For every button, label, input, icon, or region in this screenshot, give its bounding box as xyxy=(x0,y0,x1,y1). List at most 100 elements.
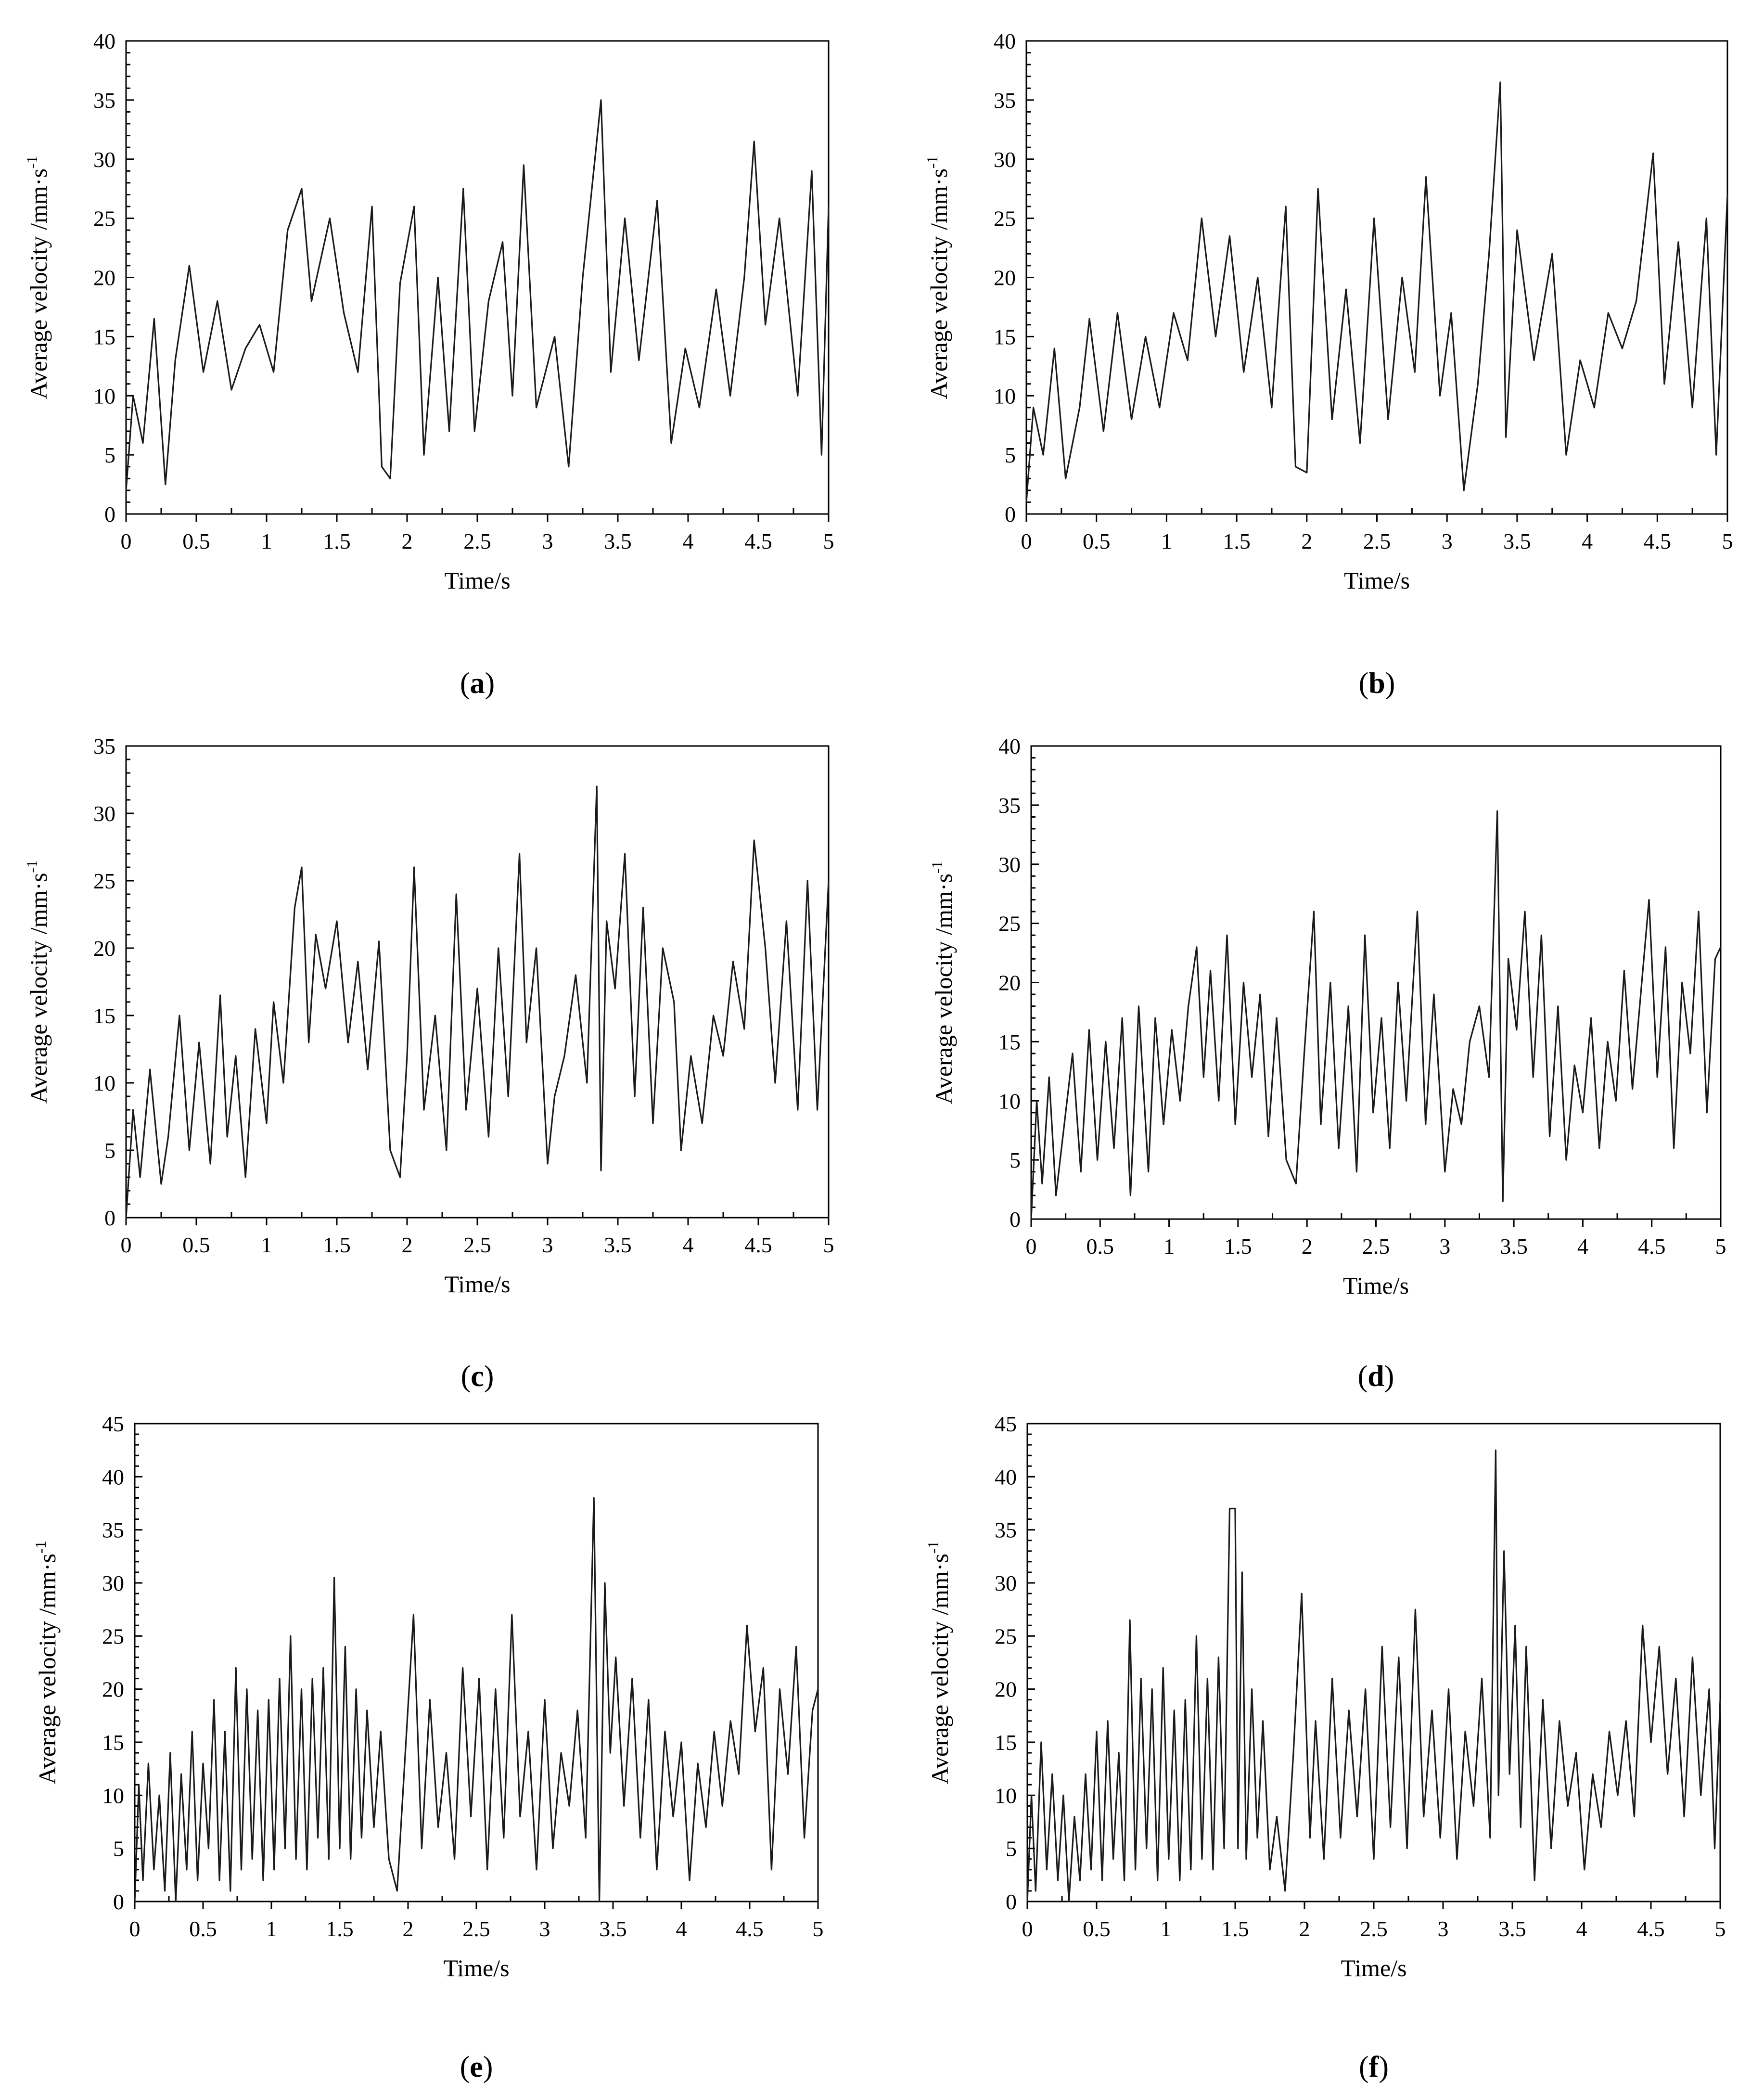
y-tick-label: 20 xyxy=(998,971,1021,995)
x-tick-label: 5 xyxy=(1715,1234,1726,1259)
y-axis-title-text: Average velocity /mm·s xyxy=(930,874,957,1104)
panel-label-letter: b xyxy=(1368,667,1385,700)
y-tick-label: 5 xyxy=(1005,443,1016,467)
x-tick-label: 1.5 xyxy=(1223,529,1251,553)
panel-label: (f) xyxy=(1359,2051,1389,2083)
x-tick-label: 1.5 xyxy=(1224,1234,1252,1259)
y-axis-title-superscript: -1 xyxy=(923,155,941,168)
y-tick-label: 20 xyxy=(102,1677,124,1702)
panel-label-open: ( xyxy=(1359,2051,1369,2083)
x-tick-label: 4.5 xyxy=(744,529,772,553)
x-tick-label: 2.5 xyxy=(1360,1916,1388,1941)
x-tick-label: 1 xyxy=(266,1916,277,1941)
series-line-1 xyxy=(1026,1449,1721,1902)
y-tick-label: 30 xyxy=(995,1571,1017,1595)
y-axis-title-text: Average velocity /mm·s xyxy=(25,873,52,1104)
x-tick-label: 5 xyxy=(823,529,834,553)
chart-panel-1: 0 0.5 1 1.5 2 2.5 3 3.5 4 4.5 5 0 5 10 15 20 25 30 35 40 Tim… xyxy=(23,29,834,700)
panel-label-open: ( xyxy=(460,667,470,700)
y-axis-title-text: Average velocity /mm·s xyxy=(25,168,52,399)
panel-label: (d) xyxy=(1358,1360,1394,1393)
x-tick-label: 4.5 xyxy=(1638,1234,1666,1259)
y-tick-label: 20 xyxy=(93,936,115,961)
series-line-1 xyxy=(134,1497,819,1902)
series-line-1 xyxy=(125,99,830,491)
x-tick-label: 1.5 xyxy=(326,1916,354,1941)
panel-label-letter: a xyxy=(470,667,485,700)
x-tick-label: 2.5 xyxy=(462,1916,490,1941)
y-tick-label: 25 xyxy=(102,1624,124,1648)
panel-label-letter: e xyxy=(470,2051,483,2083)
y-tick-label: 5 xyxy=(104,443,115,467)
panel-label-letter: d xyxy=(1368,1360,1384,1393)
panel-label-open: ( xyxy=(1359,667,1369,700)
panel-label-open: ( xyxy=(461,1360,471,1393)
y-tick-label: 0 xyxy=(1006,1889,1017,1914)
y-tick-label: 5 xyxy=(113,1837,124,1861)
x-tick-label: 0.5 xyxy=(1083,529,1111,553)
y-axis-title-text: Average velocity /mm·s xyxy=(926,1554,953,1784)
y-tick-label: 5 xyxy=(1010,1148,1021,1172)
y-tick-label: 30 xyxy=(994,147,1016,172)
y-tick-label: 30 xyxy=(93,801,115,826)
x-tick-label: 4 xyxy=(683,529,694,553)
y-tick-label: 10 xyxy=(998,1089,1021,1113)
x-tick-label: 1 xyxy=(1161,1916,1172,1941)
x-tick-label: 1 xyxy=(1161,529,1172,553)
x-tick-label: 0.5 xyxy=(189,1916,217,1941)
y-tick-label: 15 xyxy=(995,1730,1017,1755)
x-tick-label: 4 xyxy=(1576,1916,1587,1941)
chart-panel-5: 0 0.5 1 1.5 2 2.5 3 3.5 4 4.5 5 0 5 10 15 20 25 30 35 40 45 T… xyxy=(32,1412,824,2083)
x-tick-label: 4 xyxy=(676,1916,687,1941)
y-tick-label: 5 xyxy=(1006,1837,1017,1861)
x-tick-label: 0 xyxy=(1026,1234,1037,1259)
chart-panel-4: 0 0.5 1 1.5 2 2.5 3 3.5 4 4.5 5 0 5 10 15 20 25 30 35 40 Tim… xyxy=(928,734,1726,1393)
x-tick-label: 4 xyxy=(683,1233,694,1257)
panel-label-close: ) xyxy=(1384,1360,1394,1393)
y-axis-title-superscript: -1 xyxy=(23,860,40,873)
x-tick-label: 1.5 xyxy=(1221,1916,1249,1941)
plot-frame xyxy=(1025,40,1728,515)
panel-label-close: ) xyxy=(485,667,495,700)
x-tick-label: 3 xyxy=(1439,1234,1450,1259)
x-tick-label: 3.5 xyxy=(1498,1916,1526,1941)
x-tick-label: 2 xyxy=(403,1916,414,1941)
y-tick-label: 0 xyxy=(104,1206,115,1230)
y-tick-label: 30 xyxy=(998,852,1021,877)
y-tick-label: 0 xyxy=(1010,1207,1021,1232)
x-tick-label: 3 xyxy=(1442,529,1453,553)
y-tick-label: 25 xyxy=(998,912,1021,936)
x-axis-title: Time/s xyxy=(1343,1272,1409,1299)
panel-label-close: ) xyxy=(1379,2051,1389,2083)
x-tick-label: 0.5 xyxy=(182,1233,210,1257)
y-tick-label: 25 xyxy=(93,206,115,231)
x-tick-label: 2 xyxy=(402,529,413,553)
y-axis-title: Average velocity /mm·s-1 xyxy=(23,860,52,1104)
panel-label-close: ) xyxy=(484,1360,494,1393)
x-axis-title: Time/s xyxy=(444,567,510,594)
y-tick-label: 40 xyxy=(994,29,1016,53)
y-tick-label: 20 xyxy=(994,266,1016,290)
plot-frame xyxy=(1030,745,1722,1220)
x-tick-label: 3 xyxy=(539,1916,550,1941)
x-tick-label: 1 xyxy=(261,1233,272,1257)
y-axis-title-text: Average velocity /mm·s xyxy=(925,168,952,399)
x-tick-label: 1 xyxy=(261,529,272,553)
y-tick-label: 10 xyxy=(102,1783,124,1808)
y-axis-title: Average velocity /mm·s-1 xyxy=(23,155,52,399)
panel-label-open: ( xyxy=(1358,1360,1368,1393)
chart-panel-3: 0 0.5 1 1.5 2 2.5 3 3.5 4 4.5 5 0 5 10 15 20 25 30 35 Time/… xyxy=(23,734,834,1393)
x-tick-label: 0 xyxy=(121,529,132,553)
x-tick-label: 2 xyxy=(402,1233,413,1257)
y-tick-label: 15 xyxy=(102,1730,124,1755)
x-tick-label: 3 xyxy=(1438,1916,1449,1941)
y-tick-label: 25 xyxy=(93,869,115,893)
y-tick-label: 20 xyxy=(93,266,115,290)
y-tick-label: 35 xyxy=(998,793,1021,818)
y-tick-label: 25 xyxy=(995,1624,1017,1648)
x-tick-label: 3.5 xyxy=(604,529,632,553)
x-axis-title: Time/s xyxy=(1341,1954,1406,1981)
plot-frame xyxy=(134,1423,819,1902)
y-tick-label: 0 xyxy=(1005,502,1016,527)
x-tick-label: 4 xyxy=(1577,1234,1588,1259)
